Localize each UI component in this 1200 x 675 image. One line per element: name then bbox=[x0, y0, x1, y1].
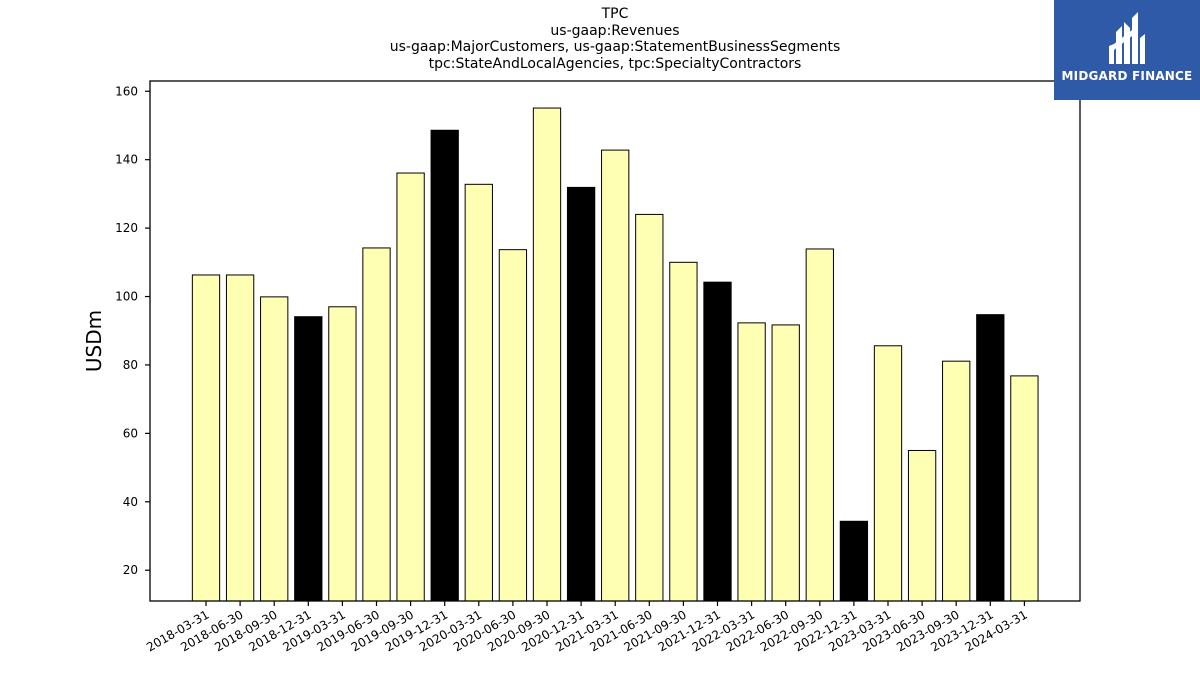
bar-2019-03-31 bbox=[328, 306, 357, 602]
y-tick-label-60: 60 bbox=[123, 426, 138, 440]
bar-2023-03-31 bbox=[873, 345, 903, 602]
bar-2020-03-31 bbox=[464, 183, 493, 602]
chart-title: TPC us-gaap:Revenues us-gaap:MajorCustom… bbox=[150, 6, 1080, 72]
y-tick-label-120: 120 bbox=[115, 221, 138, 235]
y-tick-label-100: 100 bbox=[115, 290, 138, 304]
y-tick-label-140: 140 bbox=[115, 153, 138, 167]
y-tick-label-40: 40 bbox=[123, 495, 138, 509]
bar-2024-03-31 bbox=[1010, 375, 1039, 602]
bar-2022-09-30 bbox=[805, 248, 834, 602]
logo-mark-icon bbox=[1109, 12, 1145, 64]
bar-2023-12-31 bbox=[976, 314, 1005, 602]
bar-2019-12-31 bbox=[430, 129, 459, 602]
bar-2018-03-31 bbox=[191, 274, 221, 602]
bar-2019-06-30 bbox=[362, 247, 391, 602]
title-line-2: us-gaap:Revenues bbox=[550, 22, 680, 39]
bar-2020-12-31 bbox=[566, 186, 596, 602]
bar-2019-09-30 bbox=[396, 172, 425, 602]
bar-2018-12-31 bbox=[294, 316, 323, 602]
logo-text: MIDGARD FINANCE bbox=[1061, 69, 1193, 83]
y-tick-label-160: 160 bbox=[115, 84, 138, 98]
bar-2020-06-30 bbox=[498, 249, 528, 602]
brand-logo: MIDGARD FINANCE bbox=[1054, 0, 1200, 100]
title-line-3: us-gaap:MajorCustomers, us-gaap:Statemen… bbox=[389, 39, 841, 55]
bar-2022-06-30 bbox=[771, 324, 800, 602]
title-line-1: TPC bbox=[601, 6, 629, 22]
y-axis-label: USDm bbox=[82, 310, 106, 372]
title-line-4: tpc:StateAndLocalAgencies, tpc:Specialty… bbox=[428, 55, 802, 72]
bar-2021-03-31 bbox=[601, 149, 630, 602]
bar-2021-06-30 bbox=[635, 213, 664, 602]
bar-2020-09-30 bbox=[532, 107, 562, 602]
bar-2022-03-31 bbox=[737, 322, 766, 602]
bar-2023-06-30 bbox=[907, 449, 937, 602]
bar-2018-09-30 bbox=[260, 296, 289, 602]
y-tick-label-20: 20 bbox=[123, 563, 138, 577]
bar-2022-12-31 bbox=[839, 520, 869, 602]
bar-2018-06-30 bbox=[225, 274, 255, 602]
bar-2021-12-31 bbox=[703, 281, 732, 602]
bar-2023-09-30 bbox=[942, 360, 971, 602]
y-tick-label-80: 80 bbox=[123, 358, 138, 372]
bar-2021-09-30 bbox=[669, 261, 698, 602]
